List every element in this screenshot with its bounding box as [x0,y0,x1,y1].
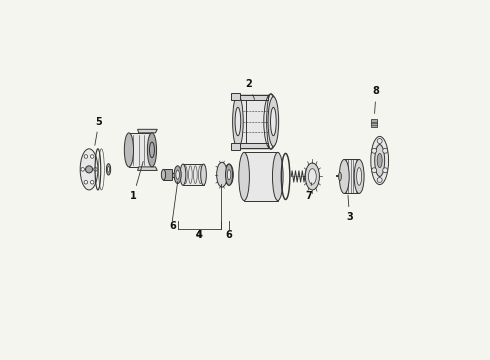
Ellipse shape [217,162,227,187]
Ellipse shape [339,159,349,193]
Ellipse shape [357,168,362,185]
Circle shape [383,168,388,173]
Polygon shape [138,129,157,133]
Ellipse shape [377,153,382,168]
Text: 7: 7 [305,183,312,201]
Circle shape [84,180,88,184]
Ellipse shape [227,170,231,180]
Ellipse shape [239,152,249,201]
Ellipse shape [227,169,231,180]
Ellipse shape [225,164,233,185]
Circle shape [91,180,94,184]
Ellipse shape [176,170,179,179]
Circle shape [383,148,388,153]
Ellipse shape [180,164,186,185]
Circle shape [372,148,377,153]
Ellipse shape [354,159,364,193]
Circle shape [94,168,97,171]
Bar [231,143,240,150]
Bar [164,169,172,180]
Circle shape [84,155,88,158]
Ellipse shape [268,97,279,146]
Circle shape [377,139,382,144]
Circle shape [310,175,313,178]
Bar [231,93,240,100]
Circle shape [81,168,84,171]
Ellipse shape [201,164,206,185]
Ellipse shape [80,149,98,190]
Ellipse shape [161,169,166,180]
Circle shape [85,166,93,173]
Bar [371,119,377,127]
Ellipse shape [233,95,243,148]
Ellipse shape [174,166,181,184]
Ellipse shape [267,94,275,149]
Bar [129,133,152,167]
Circle shape [377,177,382,183]
Ellipse shape [375,145,385,176]
Bar [183,164,203,185]
Ellipse shape [124,133,134,167]
Ellipse shape [308,168,316,184]
Ellipse shape [235,107,241,136]
Ellipse shape [149,142,154,158]
Text: 2: 2 [245,79,255,99]
Bar [238,95,245,148]
Bar [238,95,268,100]
Circle shape [91,155,94,158]
Bar [238,95,273,148]
Ellipse shape [272,152,283,201]
Ellipse shape [270,107,276,136]
Text: 3: 3 [346,195,353,222]
Bar [244,152,278,201]
Polygon shape [138,167,157,170]
Bar [238,143,268,148]
Bar [344,159,359,193]
Ellipse shape [147,133,157,167]
Ellipse shape [225,164,233,185]
Text: 6: 6 [226,230,232,240]
Ellipse shape [339,172,342,181]
Circle shape [372,168,377,173]
Ellipse shape [371,136,389,185]
Ellipse shape [305,163,319,190]
Ellipse shape [106,164,111,175]
Text: 1: 1 [130,161,143,201]
Ellipse shape [107,167,110,172]
Text: 4: 4 [196,230,202,240]
Text: 8: 8 [373,86,380,113]
Text: 6: 6 [169,221,176,231]
Text: 5: 5 [95,117,102,145]
Text: 4: 4 [196,230,202,240]
